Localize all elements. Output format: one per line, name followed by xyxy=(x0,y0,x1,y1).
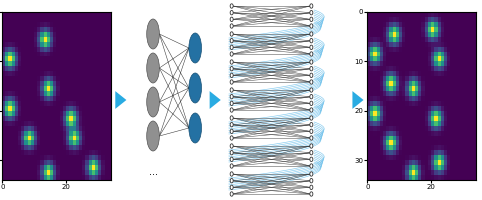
Circle shape xyxy=(310,66,313,71)
Circle shape xyxy=(230,4,233,8)
Circle shape xyxy=(230,94,233,99)
Circle shape xyxy=(310,73,313,78)
Circle shape xyxy=(230,122,233,127)
Circle shape xyxy=(230,150,233,155)
Circle shape xyxy=(230,66,233,71)
Circle shape xyxy=(147,19,160,49)
Circle shape xyxy=(230,52,233,56)
Circle shape xyxy=(310,150,313,155)
Circle shape xyxy=(310,144,313,148)
Circle shape xyxy=(230,32,233,36)
Circle shape xyxy=(310,17,313,22)
Circle shape xyxy=(147,121,160,151)
Circle shape xyxy=(310,4,313,8)
Circle shape xyxy=(310,38,313,43)
Circle shape xyxy=(230,101,233,106)
Circle shape xyxy=(310,32,313,36)
Circle shape xyxy=(230,80,233,84)
Circle shape xyxy=(230,60,233,64)
Circle shape xyxy=(230,164,233,168)
Text: ...: ... xyxy=(148,167,158,177)
Circle shape xyxy=(230,10,233,15)
Circle shape xyxy=(310,108,313,112)
Circle shape xyxy=(230,116,233,120)
Circle shape xyxy=(310,80,313,84)
Circle shape xyxy=(310,172,313,176)
Circle shape xyxy=(230,45,233,50)
Circle shape xyxy=(189,33,201,63)
Circle shape xyxy=(310,24,313,28)
Circle shape xyxy=(230,129,233,134)
Circle shape xyxy=(147,53,160,83)
Circle shape xyxy=(310,45,313,50)
Circle shape xyxy=(230,185,233,190)
Circle shape xyxy=(310,60,313,64)
Circle shape xyxy=(310,88,313,92)
Circle shape xyxy=(310,94,313,99)
Circle shape xyxy=(230,144,233,148)
Circle shape xyxy=(230,73,233,78)
Circle shape xyxy=(310,52,313,56)
Circle shape xyxy=(230,178,233,183)
Circle shape xyxy=(310,185,313,190)
Circle shape xyxy=(189,73,201,103)
Circle shape xyxy=(310,157,313,162)
Circle shape xyxy=(310,136,313,140)
Circle shape xyxy=(230,157,233,162)
Circle shape xyxy=(230,24,233,28)
Circle shape xyxy=(310,129,313,134)
Circle shape xyxy=(230,17,233,22)
Circle shape xyxy=(230,136,233,140)
Circle shape xyxy=(147,87,160,117)
Circle shape xyxy=(310,116,313,120)
Circle shape xyxy=(230,38,233,43)
Circle shape xyxy=(230,108,233,112)
Circle shape xyxy=(310,178,313,183)
Circle shape xyxy=(310,122,313,127)
Circle shape xyxy=(310,101,313,106)
Circle shape xyxy=(189,113,201,143)
Circle shape xyxy=(230,172,233,176)
Circle shape xyxy=(230,192,233,196)
Circle shape xyxy=(310,10,313,15)
Circle shape xyxy=(230,88,233,92)
Circle shape xyxy=(310,164,313,168)
Circle shape xyxy=(310,192,313,196)
